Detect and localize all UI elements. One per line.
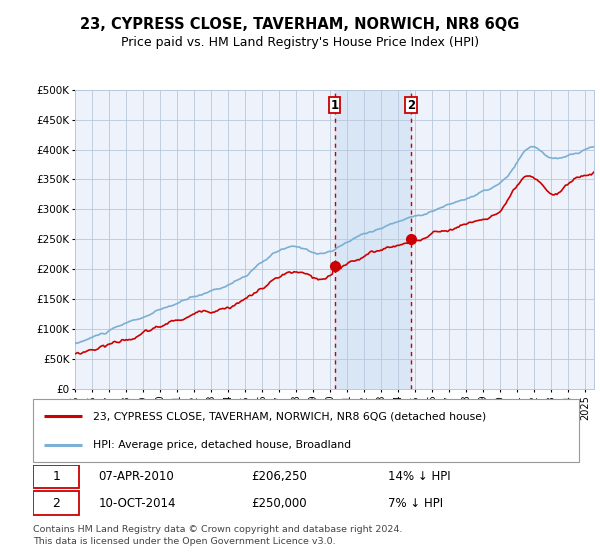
- Text: HPI: Average price, detached house, Broadland: HPI: Average price, detached house, Broa…: [93, 440, 351, 450]
- Bar: [335, 90, 411, 389]
- FancyBboxPatch shape: [33, 399, 579, 462]
- Text: 23, CYPRESS CLOSE, TAVERHAM, NORWICH, NR8 6QG: 23, CYPRESS CLOSE, TAVERHAM, NORWICH, NR…: [80, 17, 520, 31]
- FancyBboxPatch shape: [33, 491, 79, 515]
- Text: 1: 1: [331, 99, 338, 111]
- Text: £250,000: £250,000: [251, 497, 307, 510]
- Text: £206,250: £206,250: [251, 470, 307, 483]
- Text: Contains HM Land Registry data © Crown copyright and database right 2024.
This d: Contains HM Land Registry data © Crown c…: [33, 525, 403, 546]
- Text: 10-OCT-2014: 10-OCT-2014: [98, 497, 176, 510]
- Text: 2: 2: [407, 99, 415, 111]
- Text: 7% ↓ HPI: 7% ↓ HPI: [388, 497, 443, 510]
- Text: 14% ↓ HPI: 14% ↓ HPI: [388, 470, 451, 483]
- Text: 07-APR-2010: 07-APR-2010: [98, 470, 174, 483]
- Text: 1: 1: [52, 470, 60, 483]
- Text: Price paid vs. HM Land Registry's House Price Index (HPI): Price paid vs. HM Land Registry's House …: [121, 36, 479, 49]
- FancyBboxPatch shape: [33, 465, 79, 488]
- Text: 2: 2: [52, 497, 60, 510]
- Text: 23, CYPRESS CLOSE, TAVERHAM, NORWICH, NR8 6QG (detached house): 23, CYPRESS CLOSE, TAVERHAM, NORWICH, NR…: [93, 411, 487, 421]
